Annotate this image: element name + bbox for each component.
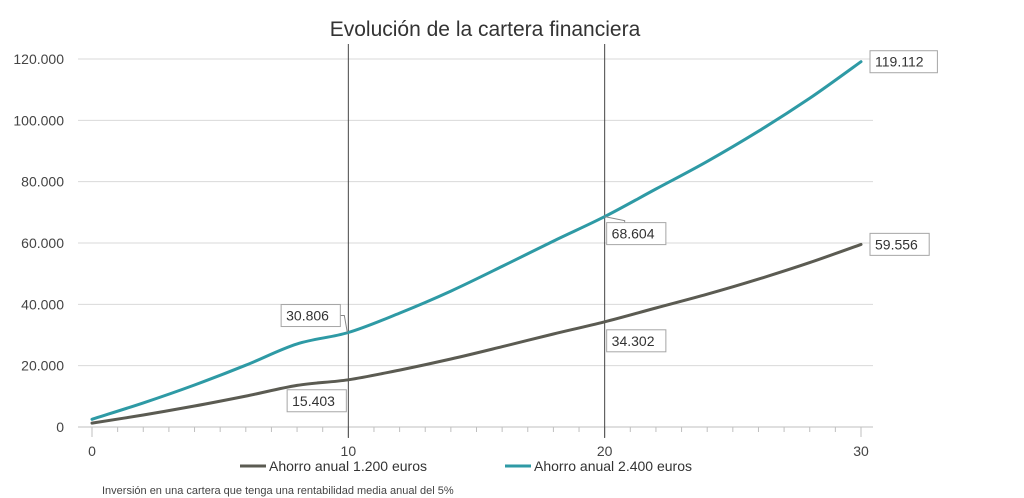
x-axis-ticks: 0 10 20 30 xyxy=(78,426,873,459)
reference-lines xyxy=(347,44,606,438)
label-leader xyxy=(340,315,348,333)
data-label-text: 59.556 xyxy=(875,236,918,252)
data-label-text: 68.604 xyxy=(612,226,655,242)
legend-label: Ahorro anual 2.400 euros xyxy=(534,458,692,474)
legend-item: Ahorro anual 1.200 euros xyxy=(240,458,427,474)
grid xyxy=(78,58,873,428)
data-label-box xyxy=(606,222,667,246)
data-label-box xyxy=(280,304,341,328)
x-tick-label: 0 xyxy=(88,443,96,459)
data-label-text: 34.302 xyxy=(612,333,655,349)
data-label-box xyxy=(606,329,667,353)
data-label-text: 119.112 xyxy=(875,54,924,70)
label-leader xyxy=(604,216,626,223)
chart-title: Evolución de la cartera financiera xyxy=(330,18,641,41)
data-label-box xyxy=(869,232,930,256)
data-label-text: 15.403 xyxy=(292,393,335,409)
data-label-box xyxy=(869,50,938,74)
x-tick-label: 30 xyxy=(853,443,869,459)
legend-item: Ahorro anual 2.400 euros xyxy=(505,458,692,474)
data-label-text: 30.806 xyxy=(286,308,329,324)
x-tick-label: 20 xyxy=(597,443,613,459)
y-tick-label: 60.000 xyxy=(21,235,64,251)
y-axis-ticks: 0 20.000 40.000 60.000 80.000 100.000 120.000 xyxy=(13,51,64,435)
data-label-box xyxy=(286,389,347,413)
y-tick-label: 100.000 xyxy=(13,112,64,128)
series-line-1 xyxy=(90,60,863,421)
data-label: 119.112 xyxy=(869,50,938,74)
legend: Ahorro anual 1.200 euros Ahorro anual 2.4… xyxy=(240,458,692,474)
data-label: 59.556 xyxy=(869,232,930,256)
y-tick-label: 40.000 xyxy=(21,296,64,312)
chart-note: Inversión en una cartera que tenga una r… xyxy=(102,485,454,497)
series xyxy=(90,60,863,425)
data-label: 30.806 xyxy=(280,304,348,333)
y-tick-label: 120.000 xyxy=(13,51,64,67)
legend-label: Ahorro anual 1.200 euros xyxy=(269,458,427,474)
data-label: 34.302 xyxy=(606,329,667,353)
y-tick-label: 80.000 xyxy=(21,174,64,190)
data-label: 15.403 xyxy=(286,389,347,413)
x-tick-label: 10 xyxy=(341,443,357,459)
series-line-0 xyxy=(90,242,863,425)
data-labels: 15.403 30.806 34.302 68.604 59.556 119.112 xyxy=(280,50,938,413)
y-tick-label: 20.000 xyxy=(21,358,64,374)
data-label: 68.604 xyxy=(604,216,667,246)
y-tick-label: 0 xyxy=(56,419,64,435)
